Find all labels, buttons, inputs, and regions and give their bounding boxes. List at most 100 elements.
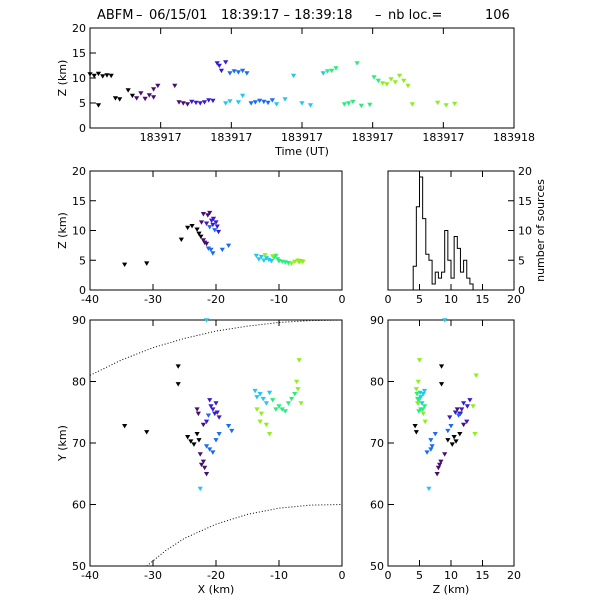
z-y-view-point (455, 413, 462, 418)
time-height-y-axis-label: Z (km) (56, 60, 69, 97)
x-height-x-tick-label: -20 (207, 293, 225, 306)
plan-view-x-tick-label: -20 (207, 569, 225, 582)
time-height-point (350, 99, 356, 105)
time-height-point (367, 102, 373, 108)
z-y-view-y-tick-label: 90 (370, 314, 384, 327)
plan-view-point (191, 442, 197, 447)
x-height-point (178, 237, 184, 243)
x-height-point (270, 254, 276, 259)
time-height-point (358, 103, 364, 109)
plan-view-point (207, 398, 213, 403)
time-height-point (176, 100, 182, 105)
plan-view-point (279, 407, 285, 412)
time-height-point (375, 78, 381, 84)
z-y-view-point (445, 438, 451, 443)
z-y-view-point (435, 465, 441, 471)
time-height-point (112, 96, 119, 101)
plan-view-point (254, 395, 260, 400)
time-height-y-tick-label: 5 (79, 97, 86, 110)
x-height-point (185, 225, 191, 231)
x-height-point (210, 222, 216, 228)
plan-view-point (266, 431, 273, 437)
plan-view-point (200, 422, 206, 428)
z-y-view-point (454, 407, 460, 412)
x-height-point (300, 259, 306, 265)
z-y-view-point (417, 390, 423, 396)
time-height-x-tick-label: 183917 (422, 131, 464, 144)
z-y-view-panel: 0 5 10 15 20 50 60 70 80 90 Z (km) (370, 314, 521, 596)
histogram-x-tick-label: 20 (507, 293, 521, 306)
time-height-point (261, 99, 267, 105)
plan-view-point (198, 462, 205, 468)
x-height-point (219, 247, 225, 253)
title-nb-value: 106 (485, 8, 510, 23)
x-height-point (189, 223, 195, 229)
x-height-point (262, 253, 268, 258)
histogram-y-tick-label: 5 (518, 254, 525, 267)
plan-view-point (208, 404, 214, 409)
time-height-point (184, 102, 191, 107)
z-y-view-point (445, 428, 451, 434)
time-height-point (240, 68, 246, 74)
x-height-point (205, 246, 212, 251)
plan-view-point (257, 392, 263, 397)
histogram-x-tick-label: 10 (444, 293, 458, 306)
z-y-view-point (415, 401, 421, 406)
x-height-x-tick-label: -10 (270, 293, 288, 306)
z-y-view-point (420, 411, 426, 417)
plan-view-point (273, 407, 279, 412)
x-height-point (208, 247, 214, 253)
time-height-x-tick-label: 183917 (140, 131, 182, 144)
time-height-point (201, 100, 208, 105)
x-height-point (205, 213, 211, 218)
time-height-point (235, 70, 241, 75)
plan-view-x-axis-label: X (km) (198, 583, 235, 596)
z-y-view-point (421, 404, 428, 409)
plan-view-x-tick-label: -40 (81, 569, 99, 582)
time-height-point (180, 101, 186, 106)
time-height-point (134, 96, 140, 101)
z-y-view-x-axis-label: Z (km) (433, 583, 470, 596)
time-height-point (216, 63, 222, 69)
z-y-view-point (416, 358, 423, 363)
time-height-point (231, 69, 237, 74)
z-y-view-point (412, 423, 418, 429)
z-y-view-point (452, 410, 459, 415)
x-height-point (258, 254, 264, 260)
time-height-point (206, 98, 212, 103)
z-y-view-y-tick-label: 80 (370, 376, 384, 389)
histogram-y-tick-label: 15 (518, 195, 532, 208)
title-date: 06/15/01 (149, 8, 207, 23)
histogram-step-line (388, 176, 514, 291)
time-height-point (155, 83, 161, 89)
histogram-y-tick-label: 20 (518, 165, 532, 178)
time-height-point (269, 98, 275, 103)
z-y-view-point (415, 396, 421, 402)
time-height-point (388, 77, 394, 82)
chart-panels: 183917 183917 183917 183917 183917 183918 0 5 10… (56, 22, 547, 596)
x-height-point (203, 221, 210, 226)
title-time-range: 18:39:17 – 18:39:18 (221, 8, 353, 23)
z-y-view-point (420, 392, 426, 397)
x-height-y-tick-label: 5 (79, 254, 86, 267)
title-separator-1: – (136, 8, 143, 23)
histogram-x-tick-label: 5 (416, 293, 423, 306)
plan-view-y-tick-label: 80 (72, 376, 86, 389)
x-height-point (203, 241, 210, 247)
time-height-point (100, 74, 106, 79)
x-height-point (207, 225, 213, 230)
plan-view-point (257, 419, 263, 425)
time-height-point (95, 103, 102, 108)
plan-view-point (226, 423, 232, 429)
plan-view-point (282, 409, 288, 414)
plan-view-point (258, 411, 264, 417)
plan-view-frame (89, 319, 343, 567)
z-y-view-point (448, 423, 454, 429)
time-height-point (435, 100, 441, 106)
x-height-point (268, 259, 275, 264)
plan-view-point (260, 396, 266, 402)
plan-view-point (122, 423, 128, 429)
plan-view-point (266, 390, 273, 396)
time-height-point (244, 71, 250, 76)
time-height-point (329, 68, 335, 74)
